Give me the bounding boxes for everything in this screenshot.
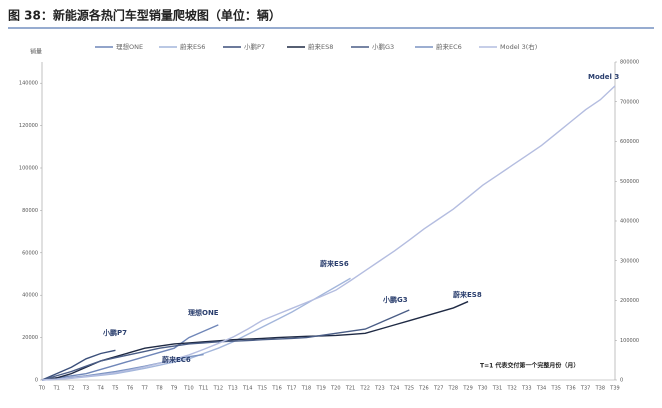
annotation: 蔚来ES6 [320,259,349,268]
x-tick-label: T4 [97,386,104,392]
x-tick-label: T25 [404,386,414,392]
x-tick-label: T16 [271,386,281,392]
series-line [41,324,219,381]
y-tick-label: 0 [35,378,38,384]
x-tick-label: T9 [170,386,177,392]
x-tick-label: T22 [360,386,370,392]
x-tick-label: T15 [257,386,267,392]
legend-label: 小鹏P7 [244,42,265,51]
x-tick-label: T34 [536,386,546,392]
x-tick-label: T6 [126,386,133,392]
y2-tick-label: 600000 [620,139,639,145]
y2-tick-label: 800000 [620,60,639,66]
y-tick-label: 20000 [22,335,38,341]
y2-tick-label: 100000 [620,338,639,344]
x-tick-label: T5 [111,386,118,392]
x-tick-label: T29 [462,386,472,392]
series-line [41,85,616,381]
x-tick-label: T38 [595,386,605,392]
x-tick-label: T11 [198,386,208,392]
x-tick-label: T27 [433,386,443,392]
y2-tick-label: 200000 [620,298,639,304]
x-tick-label: T10 [183,386,193,392]
x-tick-label: T37 [580,386,590,392]
chart-title: 图 38：新能源各热门车型销量爬坡图（单位：辆） [8,8,281,23]
y2-tick-label: 300000 [620,258,639,264]
x-tick-label: T39 [609,386,619,392]
x-tick-label: T12 [213,386,223,392]
x-tick-label: T23 [374,386,384,392]
x-tick-label: T35 [551,386,561,392]
x-tick-label: T32 [506,386,516,392]
annotation: 理想ONE [188,308,219,317]
x-tick-label: T8 [155,386,162,392]
series-line [41,349,116,381]
annotation: Model 3 [588,73,619,81]
y-axis-label: 销量 [30,48,42,56]
legend-label: 蔚来ES6 [180,42,205,51]
annotation: 蔚来EC6 [162,355,191,364]
x-tick-label: T17 [286,386,296,392]
x-tick-label: T21 [345,386,355,392]
legend-label: Model 3(右) [500,42,537,51]
x-tick-label: T31 [492,386,502,392]
annotation: 蔚来ES8 [453,290,482,299]
y-tick-label: 140000 [19,81,38,87]
y2-tick-label: 400000 [620,219,639,225]
x-tick-label: T13 [227,386,237,392]
legend-label: 蔚来ES8 [308,42,333,51]
y2-tick-label: 700000 [620,99,639,105]
series-line [41,300,469,381]
y-tick-label: 80000 [22,208,38,214]
x-tick-label: T20 [330,386,340,392]
x-tick-label: T2 [67,386,74,392]
y-tick-label: 40000 [22,293,38,299]
x-tick-label: T36 [565,386,575,392]
annotation: T=1 代表交付第一个完整月份（月） [480,362,579,370]
series-line [41,309,410,381]
x-tick-label: T18 [301,386,311,392]
y-tick-label: 120000 [19,123,38,129]
legend-label: 理想ONE [116,42,143,51]
x-tick-label: T28 [448,386,458,392]
y2-tick-label: 500000 [620,179,639,185]
legend-label: 蔚来EC6 [436,42,462,51]
x-tick-label: T26 [418,386,428,392]
x-tick-label: T30 [477,386,487,392]
annotation: 小鹏G3 [382,295,408,304]
x-tick-label: T24 [389,386,399,392]
x-tick-label: T7 [141,386,148,392]
x-tick-label: T33 [521,386,531,392]
annotation: 小鹏P7 [102,328,127,337]
legend-label: 小鹏G3 [372,42,394,51]
x-tick-label: T0 [38,386,45,392]
x-tick-label: T3 [82,386,89,392]
x-tick-label: T14 [242,386,252,392]
y2-tick-label: 0 [620,378,623,384]
y-tick-label: 60000 [22,250,38,256]
x-tick-label: T1 [53,386,60,392]
y-tick-label: 100000 [19,166,38,172]
x-tick-label: T19 [315,386,325,392]
